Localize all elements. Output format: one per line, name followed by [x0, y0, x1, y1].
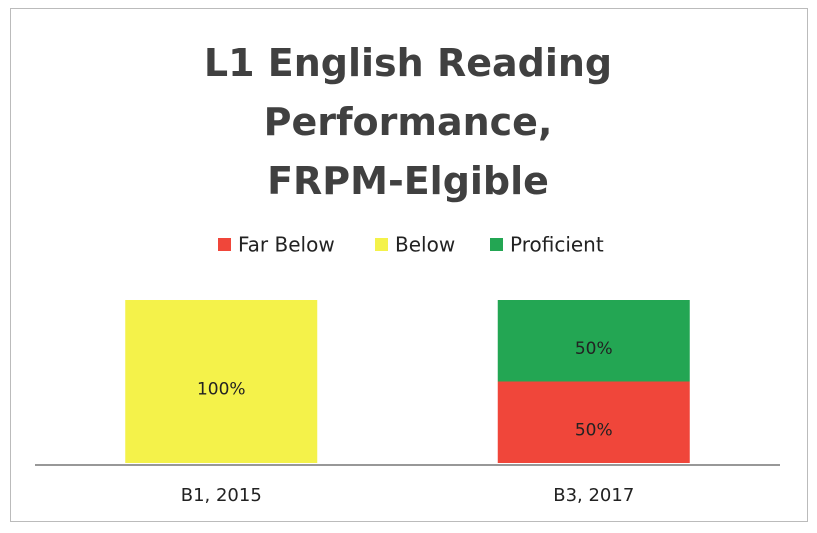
x-tick-label: B1, 2015 — [181, 485, 262, 506]
x-tick-label: B3, 2017 — [553, 485, 634, 506]
data-label: 50% — [575, 420, 613, 440]
data-label: 100% — [197, 380, 246, 400]
bar-segment — [497, 300, 690, 382]
chart-title: L1 English Reading Performance, FRPM-Elg… — [203, 41, 613, 203]
legend-swatch — [490, 238, 503, 251]
bar-segment — [125, 300, 318, 463]
legend-label: Far Below — [238, 233, 335, 257]
legend-label: Proficient — [510, 233, 604, 257]
chart-frame — [10, 8, 808, 522]
legend-swatch — [218, 238, 231, 251]
bar-segment — [497, 381, 690, 463]
legend-swatch — [375, 238, 388, 251]
legend-label: Below — [395, 233, 455, 257]
data-label: 50% — [575, 339, 613, 359]
